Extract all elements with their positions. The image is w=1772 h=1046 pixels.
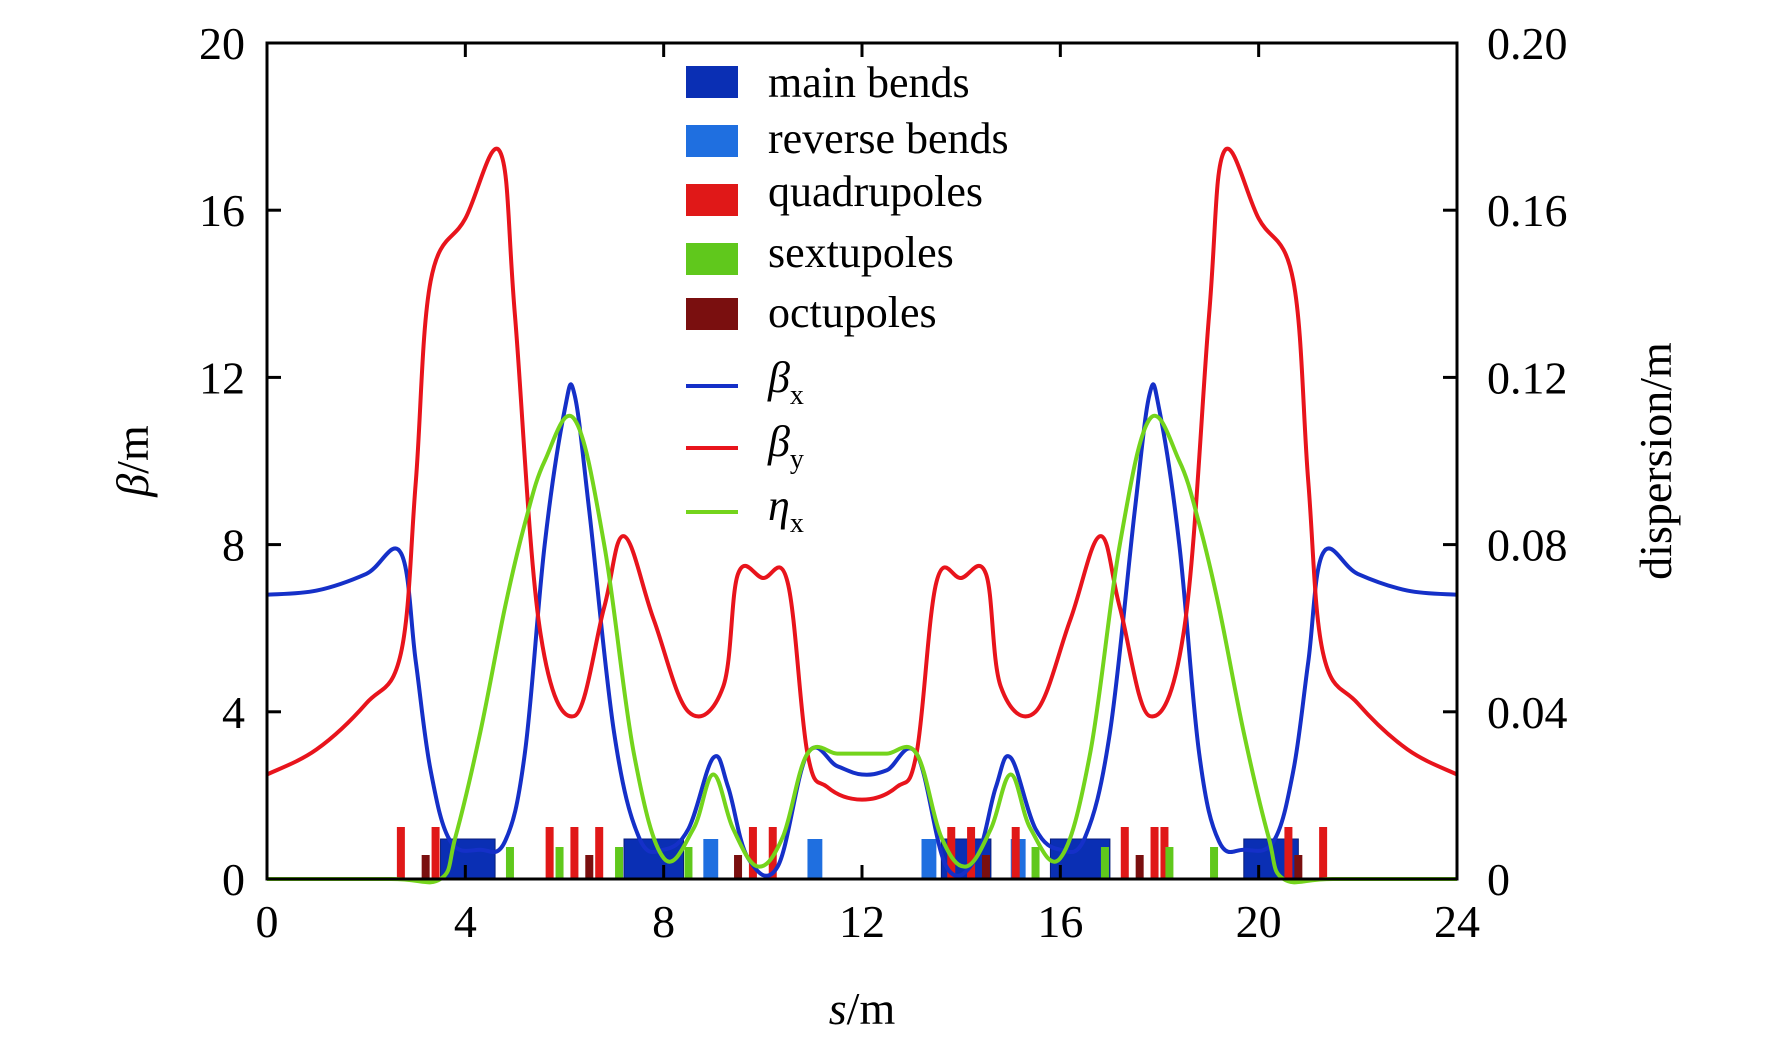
octupole-0	[421, 855, 430, 879]
octupole-4	[1135, 855, 1144, 879]
quadrupole-11	[1150, 827, 1159, 879]
series-beta-y	[266, 146, 1458, 802]
y2-tick-label-4: 0.16	[1487, 185, 1568, 236]
y-tick-label-1: 4	[222, 687, 245, 738]
octupole-3	[981, 855, 990, 879]
quadrupole-9	[1011, 827, 1020, 879]
legend-swatch-quadrupoles	[686, 184, 738, 216]
legend-label-sextupoles: sextupoles	[768, 228, 954, 277]
y-tick-label-0: 0	[222, 854, 245, 905]
legend-swatch-main-bends	[686, 66, 738, 98]
reverse-bend-0	[703, 839, 719, 879]
quadrupole-2	[545, 827, 554, 879]
quadrupole-14	[1319, 827, 1328, 879]
sextupole-6	[1165, 847, 1174, 879]
quadrupole-10	[1120, 827, 1129, 879]
legend-label-quadrupoles: quadrupoles	[768, 167, 983, 216]
y-tick-label-4: 16	[199, 185, 245, 236]
quadrupole-1	[431, 827, 440, 879]
y-tick-label-3: 12	[199, 352, 245, 403]
quadrupole-13	[1284, 827, 1293, 879]
legend: main bends reverse bends quadrupoles sex…	[686, 58, 1009, 539]
x-tick-label-4: 16	[1037, 896, 1083, 947]
quadrupole-5	[748, 827, 757, 879]
sextupole-7	[1210, 847, 1219, 879]
sextupole-5	[1100, 847, 1109, 879]
reverse-bend-2	[921, 839, 937, 879]
legend-swatch-reverse-bends	[686, 125, 738, 157]
quadrupole-0	[396, 827, 405, 879]
legend-label-main-bends: main bends	[768, 58, 970, 107]
legend-swatch-sextupoles	[686, 243, 738, 275]
y2-axis-title: dispersion/m	[1630, 342, 1681, 580]
sextupole-2	[615, 847, 624, 879]
octupole-2	[734, 855, 743, 879]
octupole-5	[1294, 855, 1303, 879]
x-tick-label-5: 20	[1236, 896, 1282, 947]
axis-ticks: 0 4 8 12 16 20 2404812162000.040.080.120.160.2…	[199, 18, 1568, 947]
y2-tick-label-1: 0.04	[1487, 687, 1568, 738]
octupole-1	[585, 855, 594, 879]
sextupole-3	[684, 847, 693, 879]
y-axis-title: β/m	[107, 425, 158, 498]
reverse-bend-1	[807, 839, 823, 879]
y-tick-label-2: 8	[222, 520, 245, 571]
x-tick-label-6: 24	[1434, 896, 1480, 947]
y2-tick-label-3: 0.12	[1487, 352, 1568, 403]
x-tick-label-2: 8	[652, 896, 675, 947]
y-tick-label-5: 20	[199, 18, 245, 69]
quadrupole-12	[1160, 827, 1169, 879]
x-tick-label-0: 0	[256, 896, 279, 947]
legend-label-beta-y: βy	[767, 417, 804, 475]
legend-label-beta-x: βx	[767, 353, 804, 411]
sextupole-0	[505, 847, 514, 879]
x-axis-title: s/m	[829, 983, 896, 1034]
x-tick-label-1: 4	[454, 896, 477, 947]
x-tick-label-3: 12	[839, 896, 885, 947]
sextupole-4	[1031, 847, 1040, 879]
curves	[266, 146, 1458, 885]
quadrupole-3	[570, 827, 579, 879]
legend-swatch-octupoles	[686, 298, 738, 330]
quadrupole-8	[967, 827, 976, 879]
y2-tick-label-0: 0	[1487, 854, 1510, 905]
sextupole-1	[555, 847, 564, 879]
legend-label-eta-x: ηx	[768, 481, 804, 539]
legend-label-octupoles: octupoles	[768, 288, 937, 337]
y2-tick-label-2: 0.08	[1487, 520, 1568, 571]
quadrupole-4	[595, 827, 604, 879]
series-beta-x	[266, 382, 1458, 878]
legend-label-reverse-bends: reverse bends	[768, 114, 1009, 163]
y2-tick-label-5: 0.20	[1487, 18, 1568, 69]
series-eta-x	[267, 414, 1457, 885]
